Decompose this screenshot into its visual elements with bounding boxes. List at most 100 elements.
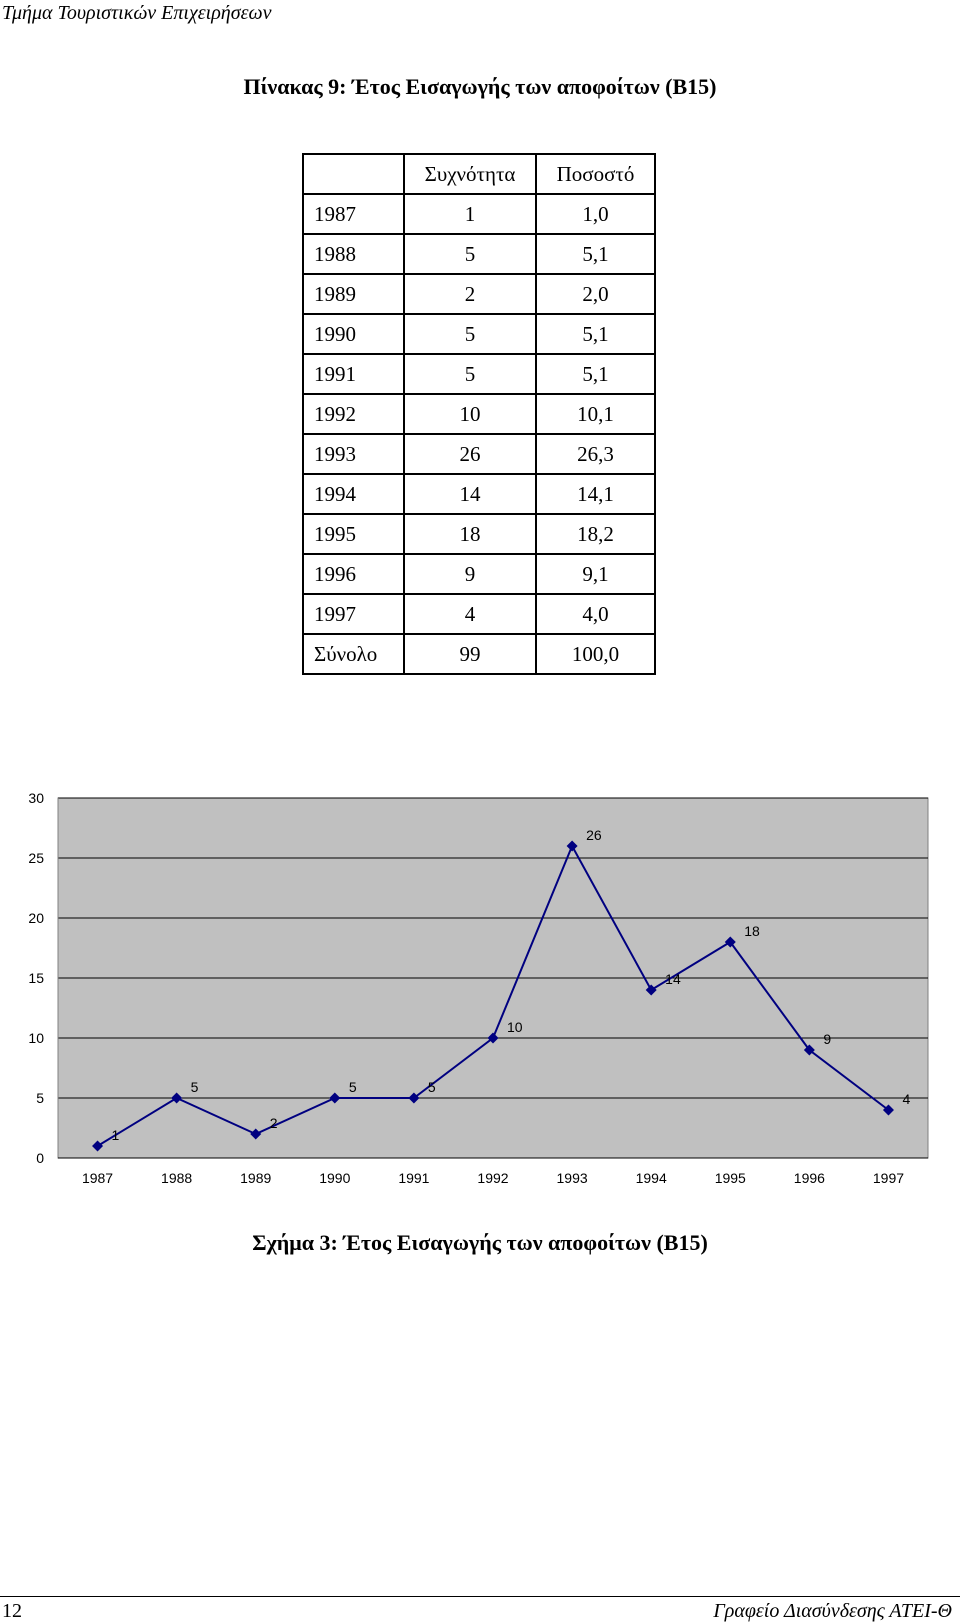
table-row: 1992 10 10,1: [302, 393, 656, 435]
row-frequency-cell: 26: [403, 433, 537, 475]
table-row: 1994 14 14,1: [302, 473, 656, 515]
row-year-cell: 1987: [302, 193, 405, 235]
y-tick-label: 20: [28, 910, 44, 926]
row-frequency-cell: 5: [403, 313, 537, 355]
row-year-cell: 1993: [302, 433, 405, 475]
y-tick-label: 0: [36, 1150, 44, 1166]
data-point-marker: [566, 840, 578, 852]
data-label: 5: [428, 1079, 436, 1095]
data-point-marker: [250, 1128, 262, 1140]
header-year: [302, 153, 405, 195]
row-percentage-cell: 5,1: [535, 353, 656, 395]
y-tick-label: 25: [28, 850, 44, 866]
data-label: 18: [744, 923, 760, 939]
x-tick-label: 1994: [636, 1170, 667, 1186]
data-point-marker: [645, 984, 657, 996]
row-frequency-cell: 2: [403, 273, 537, 315]
data-label: 4: [902, 1091, 910, 1107]
row-percentage-cell: 5,1: [535, 313, 656, 355]
data-point-marker: [408, 1092, 420, 1104]
y-tick-label: 15: [28, 970, 44, 986]
x-tick-label: 1992: [477, 1170, 508, 1186]
table-row: 1993 26 26,3: [302, 433, 656, 475]
table-row: 1990 5 5,1: [302, 313, 656, 355]
data-point-marker: [724, 936, 736, 948]
data-label: 10: [507, 1019, 523, 1035]
y-tick-label: 5: [36, 1090, 44, 1106]
table-row: 1988 5 5,1: [302, 233, 656, 275]
data-point-marker: [487, 1032, 499, 1044]
row-percentage-cell: 26,3: [535, 433, 656, 475]
header-frequency: Συχνότητα: [403, 153, 537, 195]
row-percentage-cell: 14,1: [535, 473, 656, 515]
x-tick-label: 1989: [240, 1170, 271, 1186]
row-frequency-cell: 18: [403, 513, 537, 555]
table-row: 1989 2 2,0: [302, 273, 656, 315]
row-percentage-cell: 4,0: [535, 593, 656, 635]
x-tick-label: 1996: [794, 1170, 825, 1186]
row-year-cell: Σύνολο: [302, 633, 405, 675]
row-percentage-cell: 18,2: [535, 513, 656, 555]
table-row: 1997 4 4,0: [302, 593, 656, 635]
data-point-marker: [92, 1140, 104, 1152]
row-year-cell: 1996: [302, 553, 405, 595]
row-frequency-cell: 9: [403, 553, 537, 595]
table-row: 1987 1 1,0: [302, 193, 656, 235]
row-frequency-cell: 5: [403, 353, 537, 395]
row-frequency-cell: 14: [403, 473, 537, 515]
row-frequency-cell: 10: [403, 393, 537, 435]
header-percentage: Ποσοστό: [535, 153, 656, 195]
x-tick-label: 1991: [398, 1170, 429, 1186]
table-row: 1996 9 9,1: [302, 553, 656, 595]
data-point-marker: [882, 1104, 894, 1116]
row-year-cell: 1991: [302, 353, 405, 395]
row-percentage-cell: 2,0: [535, 273, 656, 315]
data-label: 2: [270, 1115, 278, 1131]
row-year-cell: 1990: [302, 313, 405, 355]
row-frequency-cell: 99: [403, 633, 537, 675]
x-tick-label: 1987: [82, 1170, 113, 1186]
frequency-table: Συχνότητα Ποσοστό 1987 1 1,0 1988 5 5,1 1989 2 2…: [302, 153, 656, 675]
data-label: 14: [665, 971, 681, 987]
row-frequency-cell: 5: [403, 233, 537, 275]
y-tick-label: 10: [28, 1030, 44, 1046]
row-percentage-cell: 9,1: [535, 553, 656, 595]
x-tick-label: 1993: [557, 1170, 588, 1186]
row-year-cell: 1994: [302, 473, 405, 515]
table-row: 1991 5 5,1: [302, 353, 656, 395]
data-label: 5: [191, 1079, 199, 1095]
row-year-cell: 1997: [302, 593, 405, 635]
table-header-row: Συχνότητα Ποσοστό: [302, 153, 656, 195]
data-label: 9: [823, 1031, 831, 1047]
row-percentage-cell: 1,0: [535, 193, 656, 235]
data-label: 26: [586, 827, 602, 843]
footer-right-text: Γραφείο Διασύνδεσης ΑΤΕΙ-Θ: [713, 1600, 952, 1622]
x-tick-label: 1990: [319, 1170, 350, 1186]
row-year-cell: 1992: [302, 393, 405, 435]
data-point-marker: [329, 1092, 341, 1104]
data-label: 5: [349, 1079, 357, 1095]
running-header: Τμήμα Τουριστικών Επιχειρήσεων: [2, 2, 272, 24]
footer-divider: [0, 1596, 960, 1597]
table-row: 1995 18 18,2: [302, 513, 656, 555]
row-percentage-cell: 5,1: [535, 233, 656, 275]
page-number: 12: [2, 1600, 22, 1622]
table-title: Πίνακας 9: Έτος Εισαγωγής των αποφοίτων …: [243, 74, 717, 99]
row-frequency-cell: 4: [403, 593, 537, 635]
row-percentage-cell: 100,0: [535, 633, 656, 675]
x-tick-label: 1988: [161, 1170, 192, 1186]
table-row: Σύνολο 99 100,0: [302, 633, 656, 675]
x-tick-label: 1995: [715, 1170, 746, 1186]
row-year-cell: 1989: [302, 273, 405, 315]
y-tick-label: 30: [28, 790, 44, 806]
data-point-marker: [171, 1092, 183, 1104]
data-point-marker: [803, 1044, 815, 1056]
x-tick-label: 1997: [873, 1170, 904, 1186]
row-percentage-cell: 10,1: [535, 393, 656, 435]
row-year-cell: 1988: [302, 233, 405, 275]
data-label: 1: [112, 1127, 120, 1143]
row-year-cell: 1995: [302, 513, 405, 555]
figure-caption: Σχήμα 3: Έτος Εισαγωγής των αποφοίτων (Β…: [252, 1230, 708, 1255]
row-frequency-cell: 1: [403, 193, 537, 235]
